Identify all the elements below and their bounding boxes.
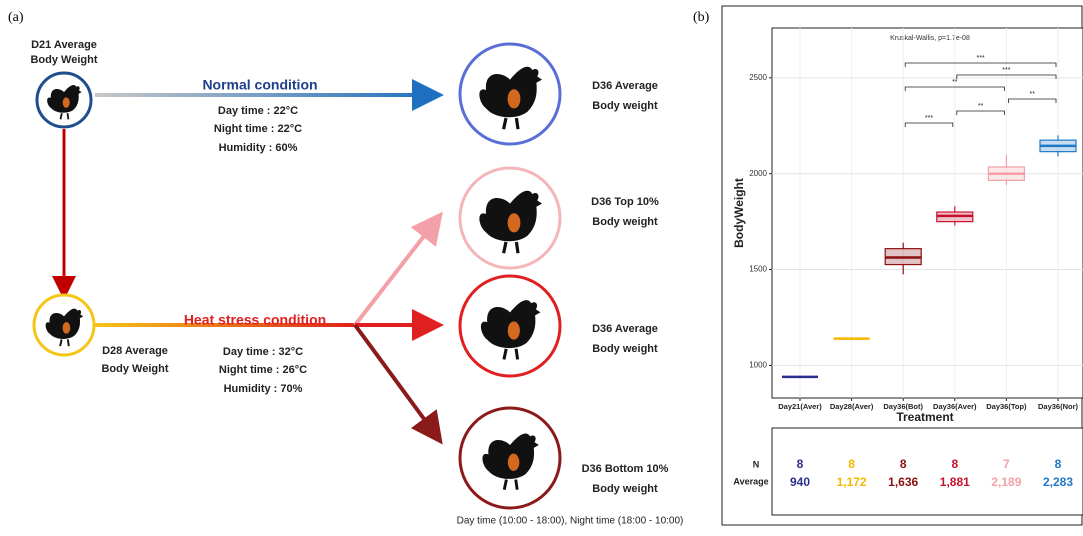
condition-title: Normal condition <box>202 77 317 93</box>
table-average: 2,283 <box>1043 475 1073 489</box>
x-tick-label: Day36(Bot) <box>883 402 923 411</box>
outcome-label: Body weight <box>592 343 658 355</box>
x-tick-label: Day36(Top) <box>986 402 1027 411</box>
x-tick-label: Day36(Nor) <box>1038 402 1079 411</box>
chart-subtitle: Kruskal-Wallis, p=1.7e-08 <box>890 35 970 42</box>
significance-label: *** <box>925 115 933 122</box>
outcome-label: Body weight <box>592 483 658 495</box>
x-tick-label: Day21(Aver) <box>778 402 822 411</box>
significance-label: *** <box>1002 67 1010 74</box>
x-tick-label: Day28(Aver) <box>830 402 874 411</box>
footnote: Day time (10:00 - 18:00), Night time (18… <box>457 516 684 527</box>
y-tick-label: 2500 <box>749 73 767 82</box>
arrow <box>355 325 438 438</box>
condition-title: Heat stress condition <box>184 312 326 328</box>
plot-area <box>772 28 1083 398</box>
x-axis-label: Treatment <box>896 410 953 424</box>
significance-label: *** <box>977 55 985 62</box>
panel-label: (a) <box>8 10 24 25</box>
outcome-label: D36 Top 10% <box>591 196 659 208</box>
condition-line: Night time : 26°C <box>219 364 307 376</box>
table-n: 8 <box>900 457 907 471</box>
outcome-label: D36 Bottom 10% <box>582 463 669 475</box>
table-average: 2,189 <box>991 475 1021 489</box>
node-label: D28 Average <box>102 345 168 357</box>
y-tick-label: 1500 <box>749 265 767 274</box>
table-n: 7 <box>1003 457 1010 471</box>
figure: (a) D21 Average Body Weight Normal condi… <box>0 0 1083 531</box>
condition-line: Night time : 22°C <box>214 123 302 135</box>
row-label: Average <box>733 476 768 486</box>
significance-label: ** <box>978 103 984 110</box>
condition-line: Day time : 22°C <box>218 105 298 117</box>
condition-line: Day time : 32°C <box>223 346 303 358</box>
outcome-label: D36 Average <box>592 80 658 92</box>
table-average: 1,172 <box>837 475 867 489</box>
condition-line: Humidity : 70% <box>224 383 303 395</box>
arrow <box>355 218 438 325</box>
table-n: 8 <box>1055 457 1062 471</box>
outcome-label: Body weight <box>592 216 658 228</box>
node-label: Body Weight <box>30 54 97 66</box>
significance-label: ** <box>952 79 958 86</box>
x-tick-label: Day36(Aver) <box>933 402 977 411</box>
table-average: 1,881 <box>940 475 970 489</box>
table-n: 8 <box>951 457 958 471</box>
table-average: 940 <box>790 475 810 489</box>
condition-line: Humidity : 60% <box>219 142 298 154</box>
outcome-label: Body weight <box>592 100 658 112</box>
y-axis-label: BodyWeight <box>732 178 746 248</box>
table-n: 8 <box>848 457 855 471</box>
y-tick-label: 2000 <box>749 169 767 178</box>
table-average: 1,636 <box>888 475 918 489</box>
outcome-label: D36 Average <box>592 323 658 335</box>
table-n: 8 <box>797 457 804 471</box>
row-label: N <box>753 459 760 469</box>
significance-label: ** <box>1029 91 1035 98</box>
panel-label: (b) <box>693 10 710 25</box>
node-label: D21 Average <box>31 39 97 51</box>
node-label: Body Weight <box>101 363 168 375</box>
y-tick-label: 1000 <box>749 361 767 370</box>
table-frame <box>772 428 1083 515</box>
